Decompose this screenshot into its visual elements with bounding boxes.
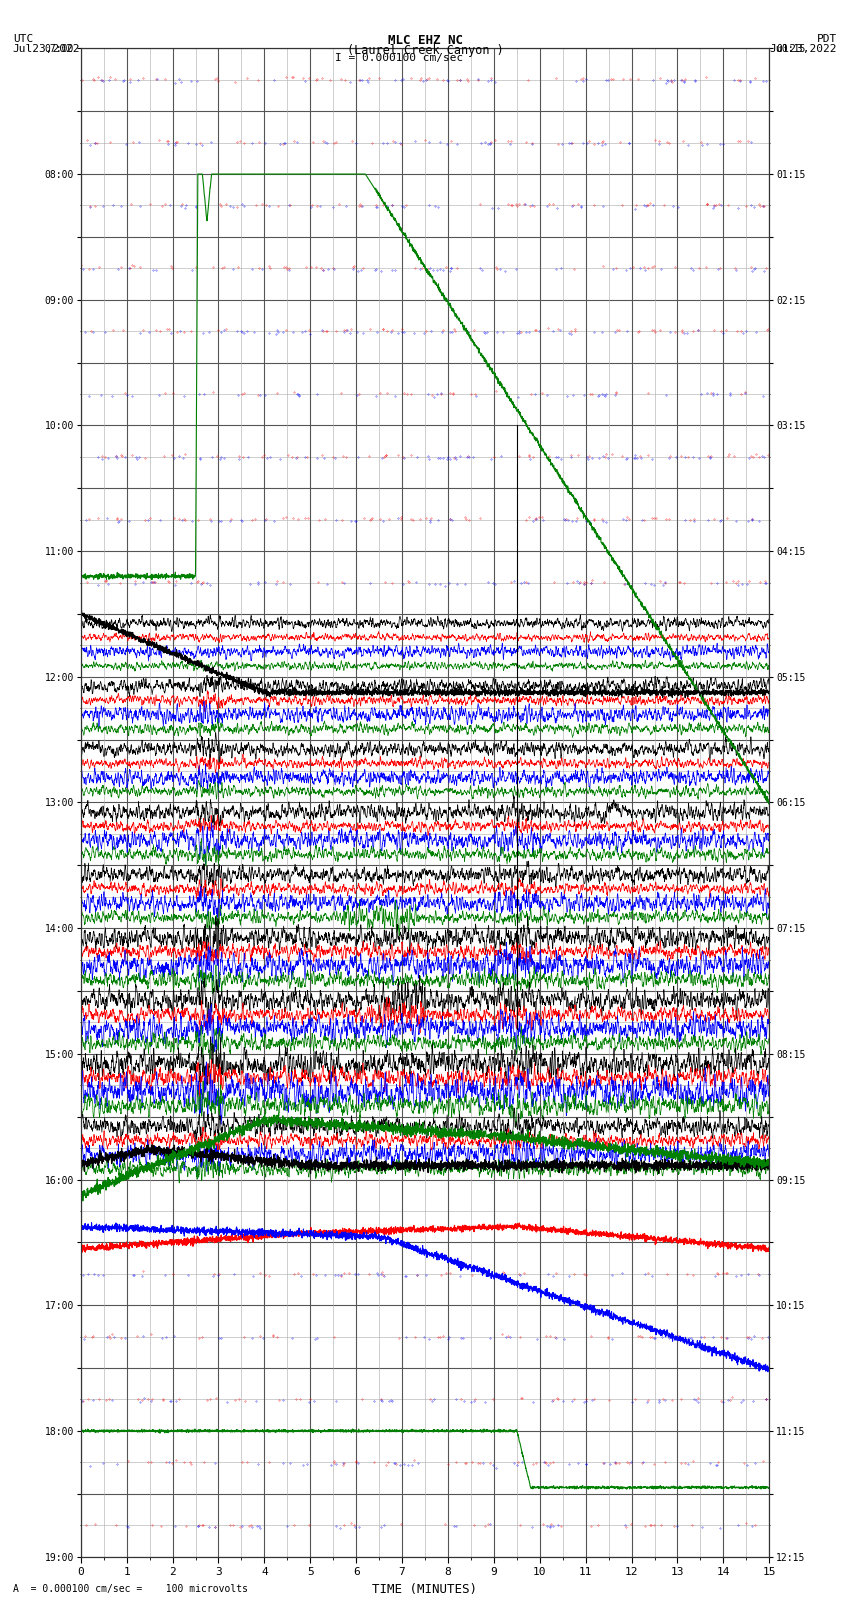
X-axis label: TIME (MINUTES): TIME (MINUTES) xyxy=(372,1582,478,1595)
Text: A  = 0.000100 cm/sec =    100 microvolts: A = 0.000100 cm/sec = 100 microvolts xyxy=(13,1584,247,1594)
Text: PDT: PDT xyxy=(817,34,837,44)
Text: Jul23,2022: Jul23,2022 xyxy=(13,44,80,53)
Text: UTC: UTC xyxy=(13,34,33,44)
Text: Jul23,2022: Jul23,2022 xyxy=(770,44,837,53)
Text: (Laurel Creek Canyon ): (Laurel Creek Canyon ) xyxy=(347,44,503,56)
Text: MLC EHZ NC: MLC EHZ NC xyxy=(388,34,462,47)
Text: I = 0.000100 cm/sec: I = 0.000100 cm/sec xyxy=(336,53,463,63)
